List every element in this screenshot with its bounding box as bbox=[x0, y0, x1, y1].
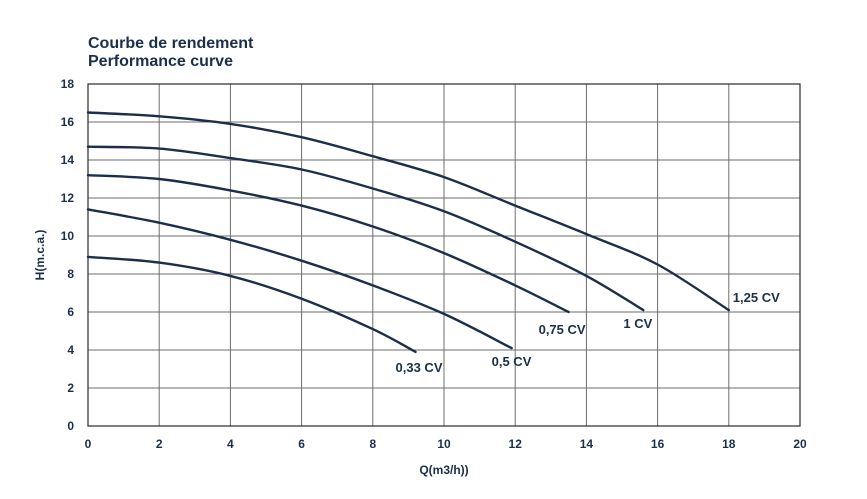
series-label-4: 1 CV bbox=[623, 316, 652, 331]
series-line-3 bbox=[86, 174, 570, 314]
series-line-4 bbox=[86, 145, 645, 312]
x-tick-label: 14 bbox=[580, 437, 594, 451]
x-tick-label: 20 bbox=[793, 437, 807, 451]
y-tick-label: 0 bbox=[67, 419, 74, 433]
series-line-5 bbox=[86, 111, 730, 312]
y-tick-label: 16 bbox=[61, 115, 75, 129]
grid bbox=[87, 83, 801, 427]
x-axis-label: Q(m3/h)) bbox=[419, 463, 468, 477]
y-axis-label: H(m.c.a.) bbox=[33, 230, 47, 281]
series-line-1 bbox=[86, 255, 417, 354]
y-tick-label: 12 bbox=[61, 191, 75, 205]
x-tick-label: 12 bbox=[509, 437, 523, 451]
x-tick-label: 4 bbox=[227, 437, 234, 451]
x-tick-label: 2 bbox=[156, 437, 163, 451]
x-tick-label: 18 bbox=[722, 437, 736, 451]
chart-title: Courbe de rendement bbox=[88, 35, 254, 52]
chart-subtitle: Performance curve bbox=[88, 53, 233, 70]
curves bbox=[86, 111, 730, 354]
x-tick-label: 8 bbox=[369, 437, 376, 451]
y-tick-label: 6 bbox=[67, 305, 74, 319]
x-tick-label: 0 bbox=[85, 437, 92, 451]
series-label-1: 0,33 CV bbox=[396, 360, 443, 375]
x-tick-labels: 0 2 4 6 8 10 12 14 16 18 20 bbox=[85, 437, 807, 451]
series-label-5: 1,25 CV bbox=[733, 290, 780, 305]
curve-labels: 0,33 CV 0,5 CV 0,75 CV 1 CV 1,25 CV bbox=[396, 290, 781, 375]
x-tick-label: 6 bbox=[298, 437, 305, 451]
y-tick-label: 4 bbox=[67, 343, 74, 357]
series-label-3: 0,75 CV bbox=[539, 322, 586, 337]
x-tick-label: 16 bbox=[651, 437, 665, 451]
y-tick-label: 14 bbox=[61, 153, 75, 167]
x-tick-label: 10 bbox=[437, 437, 451, 451]
series-line-2 bbox=[86, 208, 513, 350]
y-tick-label: 18 bbox=[61, 77, 75, 91]
y-tick-label: 2 bbox=[67, 381, 74, 395]
plot-frame bbox=[87, 83, 801, 427]
y-tick-labels: 0 2 4 6 8 10 12 14 16 18 bbox=[61, 77, 75, 433]
series-label-2: 0,5 CV bbox=[492, 354, 532, 369]
y-tick-label: 10 bbox=[61, 229, 75, 243]
y-tick-label: 8 bbox=[67, 267, 74, 281]
